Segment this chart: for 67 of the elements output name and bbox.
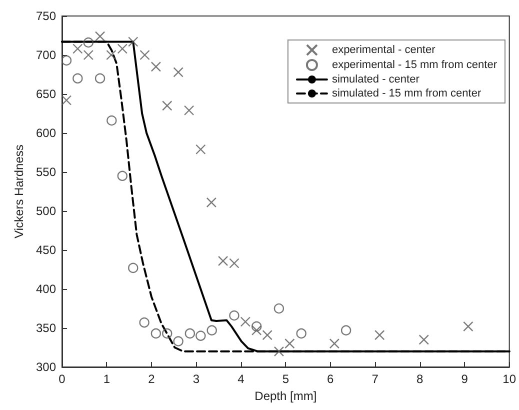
point: [184, 328, 196, 339]
y-tick-label: 700: [36, 48, 56, 62]
y-tick-label: 400: [36, 282, 56, 296]
point: [72, 44, 83, 54]
x-axis-title: Depth [mm]: [254, 388, 317, 403]
y-tick-label: 500: [36, 204, 56, 218]
legend-label: simulated - center: [332, 74, 420, 86]
y-tick-label: 300: [36, 360, 56, 374]
x-tick-label: 10: [502, 372, 516, 386]
x-tick-label: 3: [192, 372, 200, 386]
point: [61, 55, 72, 66]
point: [274, 303, 284, 314]
point: [284, 338, 295, 349]
y-axis-title: Vickers Hardness: [12, 144, 26, 238]
point: [463, 321, 474, 332]
y-tick-label: 550: [36, 165, 56, 179]
legend-label: simulated - 15 mm from center: [332, 88, 482, 100]
x-tick-label: 1: [103, 372, 110, 386]
point: [139, 317, 150, 328]
x-tick-label: 7: [372, 372, 379, 386]
y-tick-label: 350: [36, 321, 56, 335]
point: [128, 36, 138, 47]
point: [374, 330, 385, 340]
point: [173, 67, 184, 78]
point: [229, 258, 240, 268]
point: [61, 95, 72, 106]
point: [117, 170, 128, 181]
y-tick-label: 750: [36, 9, 56, 23]
point: [128, 262, 138, 274]
point: [296, 328, 306, 339]
point: [150, 62, 162, 72]
y-tick-label: 650: [36, 87, 56, 101]
point: [162, 100, 172, 111]
point: [72, 73, 83, 84]
point: [418, 334, 429, 345]
point: [340, 325, 352, 336]
point: [251, 321, 262, 332]
point: [117, 44, 128, 54]
point: [106, 50, 116, 60]
x-tick-label: 9: [461, 372, 468, 386]
point: [196, 330, 206, 341]
y-tick-label: 450: [36, 243, 56, 257]
x-tick-label: 0: [58, 372, 66, 386]
point: [173, 336, 184, 346]
x-tick-label: 8: [416, 372, 424, 386]
legend-label: experimental - center: [332, 44, 436, 56]
point: [196, 144, 206, 154]
point: [251, 325, 262, 336]
point: [184, 105, 194, 116]
legend-label: experimental - 15 mm from center: [332, 59, 498, 71]
point: [83, 50, 94, 60]
x-tick-label: 4: [238, 372, 245, 386]
y-tick-label: 600: [36, 126, 56, 140]
point: [206, 325, 217, 336]
point: [162, 328, 172, 339]
point: [262, 330, 272, 340]
x-tick-label: 6: [327, 372, 334, 386]
point: [150, 328, 162, 339]
point: [94, 73, 106, 84]
point: [106, 115, 117, 126]
point: [218, 256, 228, 266]
x-tick-label: 2: [148, 372, 156, 386]
x-tick-label: 5: [282, 372, 290, 386]
point: [140, 50, 150, 60]
point: [329, 338, 340, 349]
point: [206, 197, 217, 208]
point: [274, 346, 284, 356]
